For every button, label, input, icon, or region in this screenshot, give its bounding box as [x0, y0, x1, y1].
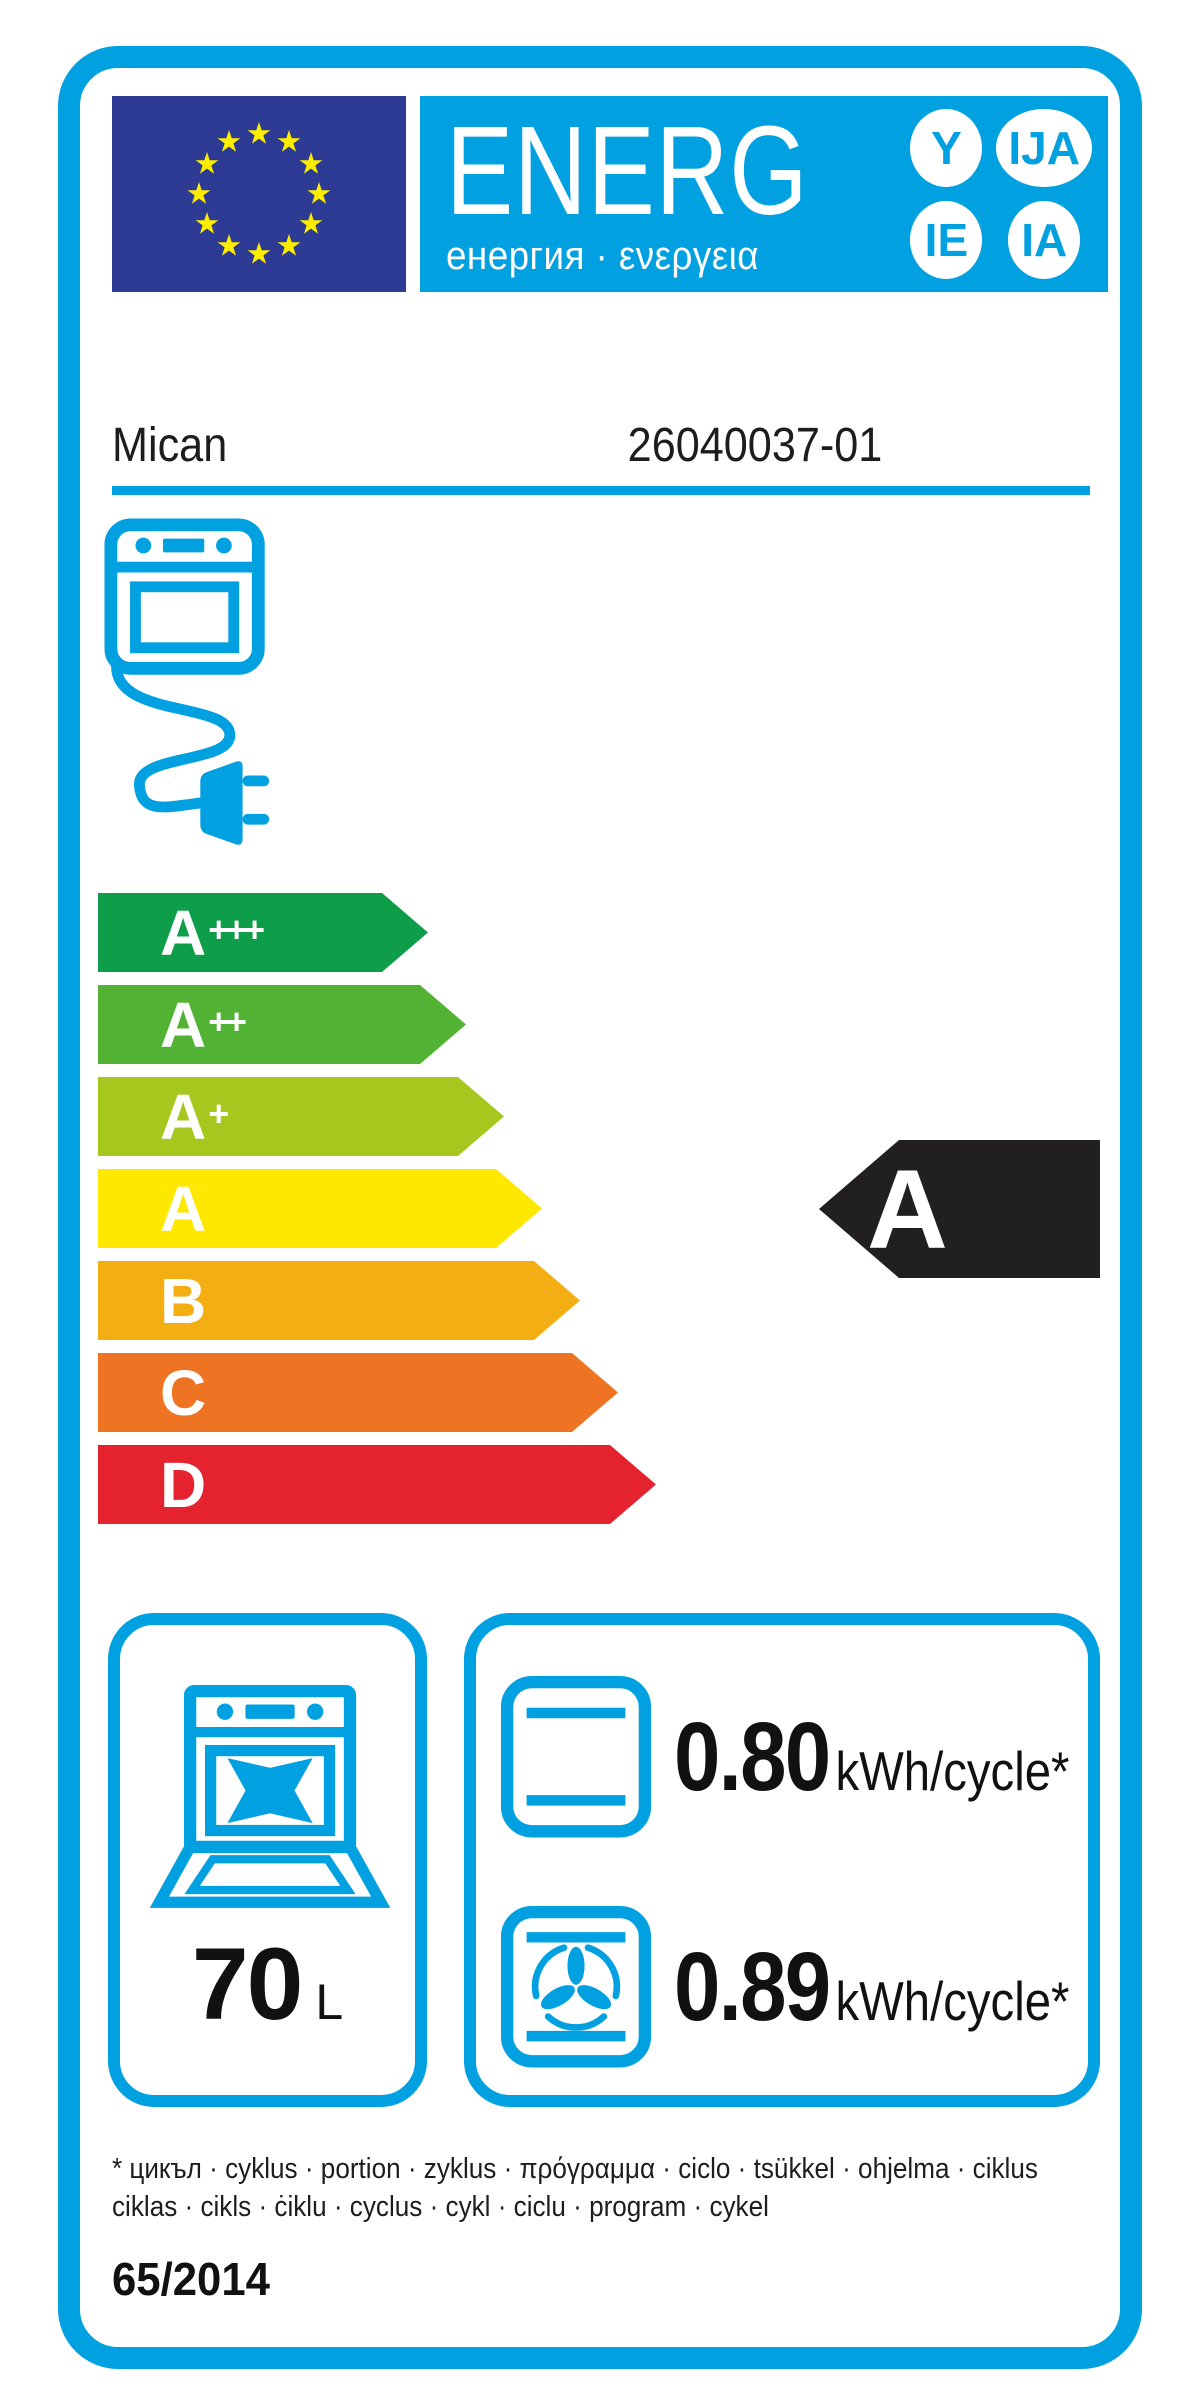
- scale-arrow: A+++: [98, 893, 428, 972]
- grade-label: C: [160, 1356, 207, 1429]
- conventional-heating-icon: [500, 1675, 652, 1838]
- grade-label: D: [160, 1448, 207, 1521]
- fan-forced-consumption-value: 0.89: [674, 1932, 831, 2042]
- energy-suffix-badge: IE: [910, 201, 983, 279]
- rating-letter: A: [867, 1146, 948, 1272]
- energy-suffix-badge: Y: [910, 109, 983, 187]
- conventional-consumption-row: 0.80 kWh/cycle*: [500, 1675, 1134, 1838]
- oven-volume-icon: [149, 1685, 390, 1908]
- regulation-number: 65/2014: [112, 2253, 270, 2305]
- label-border: [58, 46, 1142, 2369]
- energy-suffix-badge: IJA: [996, 109, 1092, 187]
- scale-arrow: D: [98, 1445, 656, 1524]
- footnote-line-2: ciklas · cikls · ċiklu · cyclus · cykl ·…: [112, 2191, 769, 2223]
- grade-label: A+: [160, 1080, 227, 1153]
- fan-forced-consumption-unit: kWh/cycle*: [835, 1970, 1070, 2033]
- brand-name: Mican: [112, 419, 228, 472]
- fan-forced-consumption-row: 0.89 kWh/cycle*: [500, 1905, 1134, 2068]
- conventional-consumption-unit: kWh/cycle*: [835, 1740, 1070, 1803]
- scale-arrow: C: [98, 1353, 618, 1432]
- footnote: * цикъл · cyklus · portion · zyklus · πρ…: [112, 2150, 1038, 2226]
- capacity-box: 70 L: [108, 1613, 427, 2107]
- scale-arrow: A++: [98, 985, 466, 1064]
- energy-logo-subtitle: енергия · ενεργεια: [446, 234, 760, 278]
- capacity-unit: L: [315, 1973, 344, 2030]
- model-number: 26040037-01: [627, 419, 883, 472]
- fan-forced-icon: [500, 1905, 652, 2068]
- energy-suffix-badge: IA: [1008, 201, 1081, 279]
- energy-suffix-badges: Y IJA IE IA: [910, 109, 1092, 279]
- scale-arrow: B: [98, 1261, 580, 1340]
- scale-arrow: A: [98, 1169, 542, 1248]
- grade-label: B: [160, 1264, 207, 1337]
- grade-label: A++: [160, 988, 245, 1061]
- divider-rule: [112, 486, 1090, 495]
- energy-logo-panel: ENERG енергия · ενεργεια Y IJA IE IA: [420, 96, 1108, 292]
- consumption-box: 0.80 kWh/cycle*: [464, 1613, 1100, 2107]
- energy-logo-text: ENERG: [446, 100, 809, 241]
- oven-plug-icon: [104, 518, 270, 845]
- footnote-line-1: * цикъл · cyklus · portion · zyklus · πρ…: [112, 2153, 1038, 2185]
- grade-label: A+++: [160, 896, 262, 969]
- conventional-consumption-value: 0.80: [674, 1702, 831, 1812]
- capacity-readout: 70 L: [192, 1933, 343, 2035]
- grade-label: A: [160, 1172, 207, 1245]
- capacity-value: 70: [191, 1926, 303, 2041]
- scale-arrow: A+: [98, 1077, 504, 1156]
- eu-flag-icon: [112, 96, 406, 292]
